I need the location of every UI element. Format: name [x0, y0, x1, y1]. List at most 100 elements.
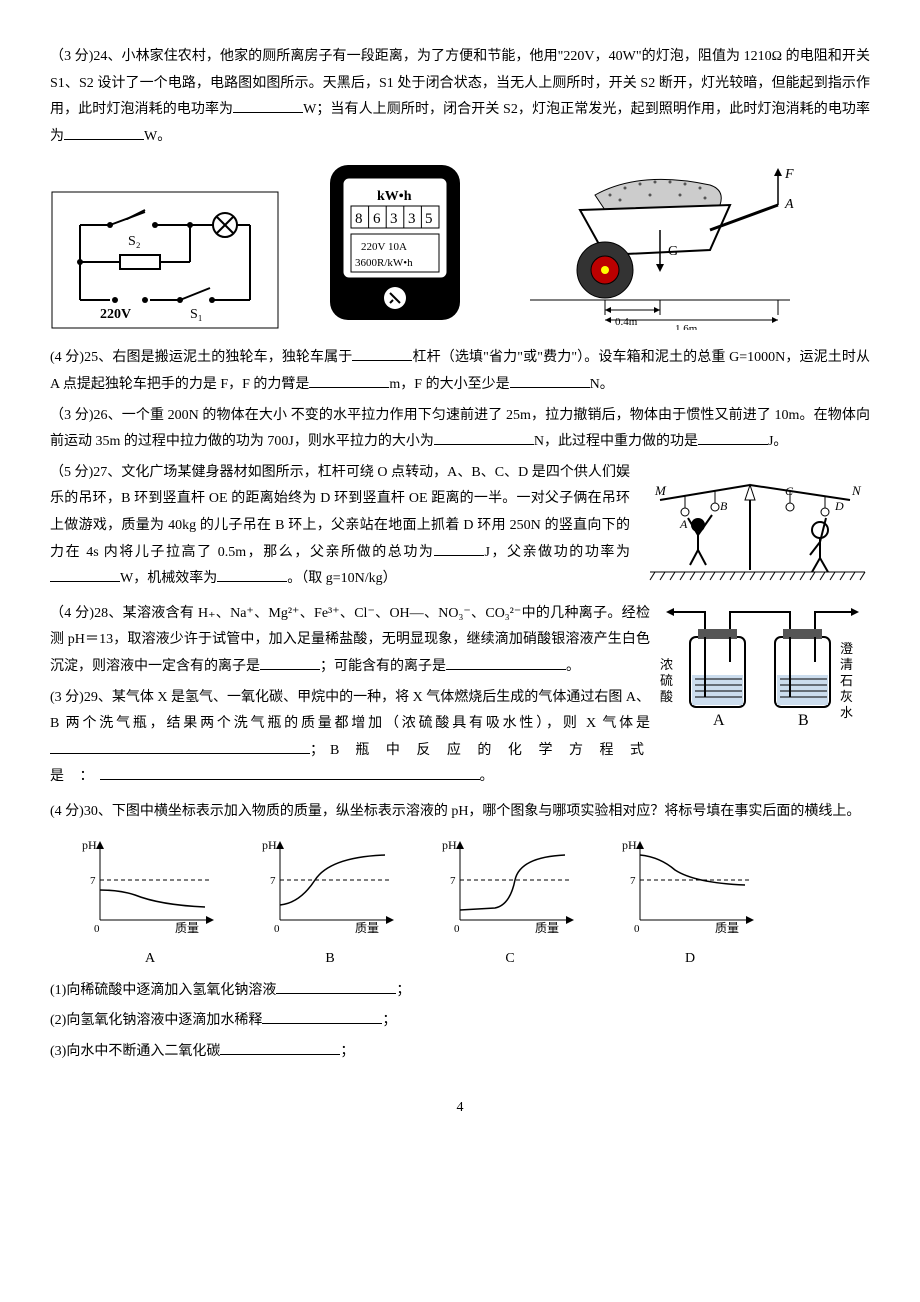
q29-blank2 — [100, 779, 480, 780]
q30-b2 — [262, 1023, 382, 1024]
phB-7: 7 — [270, 875, 276, 887]
bottle-left-l2: 硫 — [660, 673, 673, 688]
q26-blank2 — [698, 444, 768, 445]
q28-blank1 — [260, 669, 320, 670]
q30-sub1: (1)向稀硫酸中逐滴加入氢氧化钠溶液 ； — [50, 978, 870, 1005]
phD-0: 0 — [634, 923, 640, 935]
ph-C-box: pH 7 0 质量 C — [440, 835, 580, 972]
q25-blank2 — [309, 387, 389, 388]
q30-semi1: ； — [396, 983, 410, 998]
phC-7: 7 — [450, 875, 456, 887]
wb-d2: 1.6m — [675, 323, 698, 330]
phA-y: pH — [82, 838, 97, 852]
bottle-A: A — [713, 712, 725, 729]
circuit-s1: S₁ — [190, 307, 203, 322]
q25-blank1 — [352, 360, 412, 361]
q27-blank1 — [434, 555, 484, 556]
q27-u3: 。（取 g=10N/kg） — [287, 571, 396, 586]
q25-u2: N。 — [590, 377, 614, 392]
meter-fig: kW•h 8 6 3 3 5 220V 10A 3600R/kW•h — [305, 160, 485, 330]
lv-D: D — [834, 499, 844, 513]
lv-A: A — [679, 517, 688, 531]
phB-0: 0 — [274, 923, 280, 935]
q26-pts: （3 分)26、 — [50, 408, 122, 423]
lv-C: C — [785, 484, 794, 498]
q30-sub3: (3)向水中不断通入二氧化碳 ； — [50, 1039, 870, 1066]
bottle-right-l5: 水 — [840, 705, 853, 720]
q26-text: （3 分)26、一个重 200N 的物体在大小 不变的水平拉力作用下匀速前进了 … — [50, 403, 870, 456]
ph-A-box: pH 7 0 质量 A — [80, 835, 220, 972]
wb-A: A — [784, 197, 794, 212]
lever-fig: M A B C D N — [640, 460, 870, 590]
phA-7: 7 — [90, 875, 96, 887]
phD-7: 7 — [630, 875, 636, 887]
q26-blank1 — [434, 444, 534, 445]
q30-s3: (3)向水中不断通入二氧化碳 — [50, 1044, 220, 1059]
q30-s2: (2)向氢氧化钠溶液中逐滴加水稀释 — [50, 1013, 262, 1028]
q30-s1: (1)向稀硫酸中逐滴加入氢氧化钠溶液 — [50, 983, 276, 998]
circuit-fig: S₂ 220V S₁ — [50, 190, 280, 330]
q24-pts: （3 分)24、 — [50, 49, 122, 64]
phB-label: B — [260, 946, 400, 973]
q30-pts: (4 分)30、 — [50, 804, 112, 819]
circuit-v: 220V — [100, 307, 131, 322]
lv-B: B — [720, 499, 728, 513]
meter-line1: 220V 10A — [361, 241, 407, 253]
q27-u1: J，父亲做功的功率为 — [484, 545, 630, 560]
bottle-right-l3: 石 — [840, 673, 853, 688]
phA-label: A — [80, 946, 220, 973]
phB-x: 质量 — [355, 921, 379, 935]
bottle-right-l1: 澄 — [840, 641, 853, 656]
q29-pts: (3 分)29、 — [50, 690, 112, 705]
q29-t2: ；B 瓶 中 反 应 的 化 学 方 程 式 是 ： — [50, 743, 650, 785]
q26-u1: N，此过程中重力做的功是 — [534, 434, 698, 449]
q27-blank2 — [50, 581, 120, 582]
q25-text: (4 分)25、右图是搬运泥土的独轮车，独轮车属于杠杆（选填"省力"或"费力"）… — [50, 345, 870, 398]
q28-t2: ；可能含有的离子是 — [320, 659, 446, 674]
q24-text: （3 分)24、小林家住农村，他家的厕所离房子有一段距离，为了方便和节能，他用"… — [50, 44, 870, 150]
wb-G: G — [668, 244, 678, 259]
q24-blank2 — [64, 139, 144, 140]
q29-t1: 某气体 X 是氢气、一氧化碳、甲烷中的一种，将 X 气体燃烧后生成的气体通过右图… — [50, 690, 650, 732]
q25-blank3 — [510, 387, 590, 388]
q30-sub2: (2)向氢氧化钠溶液中逐滴加水稀释； — [50, 1008, 870, 1035]
meter-d4: 5 — [425, 211, 433, 227]
q29-t3: 。 — [480, 769, 494, 784]
q28-t3: 。 — [566, 659, 580, 674]
meter-d0: 8 — [355, 211, 363, 227]
circuit-s2: S₂ — [128, 234, 141, 249]
ph-B: pH 7 0 质量 — [260, 835, 400, 935]
ph-D: pH 7 0 质量 — [620, 835, 760, 935]
q25-t1: 右图是搬运泥土的独轮车，独轮车属于 — [112, 350, 352, 365]
q24-blank1 — [233, 112, 303, 113]
phC-0: 0 — [454, 923, 460, 935]
bottle-right-l2: 清 — [840, 657, 853, 672]
q30-semi3: ； — [340, 1044, 354, 1059]
wb-d1: 0.4m — [615, 316, 638, 328]
meter-d1: 6 — [373, 211, 381, 227]
bottle-left-l1: 浓 — [660, 657, 673, 672]
wb-F: F — [784, 167, 794, 182]
phA-0: 0 — [94, 923, 100, 935]
phC-label: C — [440, 946, 580, 973]
q24-u2: W。 — [144, 129, 171, 144]
fig-row-1: S₂ 220V S₁ kW•h 8 6 3 — [50, 160, 870, 330]
ph-B-box: pH 7 0 质量 B — [260, 835, 400, 972]
ph-A: pH 7 0 质量 — [80, 835, 220, 935]
wheelbarrow-fig: F A G 0.4m 1.6m — [510, 160, 800, 330]
q26-u2: J。 — [768, 434, 787, 449]
phD-x: 质量 — [715, 921, 739, 935]
q28-blank2 — [446, 669, 566, 670]
ph-D-box: pH 7 0 质量 D — [620, 835, 760, 972]
bottle-right-l4: 灰 — [840, 689, 853, 704]
q26-t1: 一个重 200N 的物体在大小 不变的水平拉力作用下匀速前进了 25m，拉力撤销… — [50, 408, 870, 450]
q30-b1 — [276, 993, 396, 994]
phC-x: 质量 — [535, 921, 559, 935]
q30-text: (4 分)30、下图中横坐标表示加入物质的质量，纵坐标表示溶液的 pH，哪个图象… — [50, 799, 870, 826]
q27-u2: W，机械效率为 — [120, 571, 217, 586]
phB-y: pH — [262, 838, 277, 852]
q25-pts: (4 分)25、 — [50, 350, 112, 365]
phA-x: 质量 — [175, 921, 199, 935]
page-number: 4 — [50, 1095, 870, 1122]
meter-unit: kW•h — [377, 189, 412, 204]
